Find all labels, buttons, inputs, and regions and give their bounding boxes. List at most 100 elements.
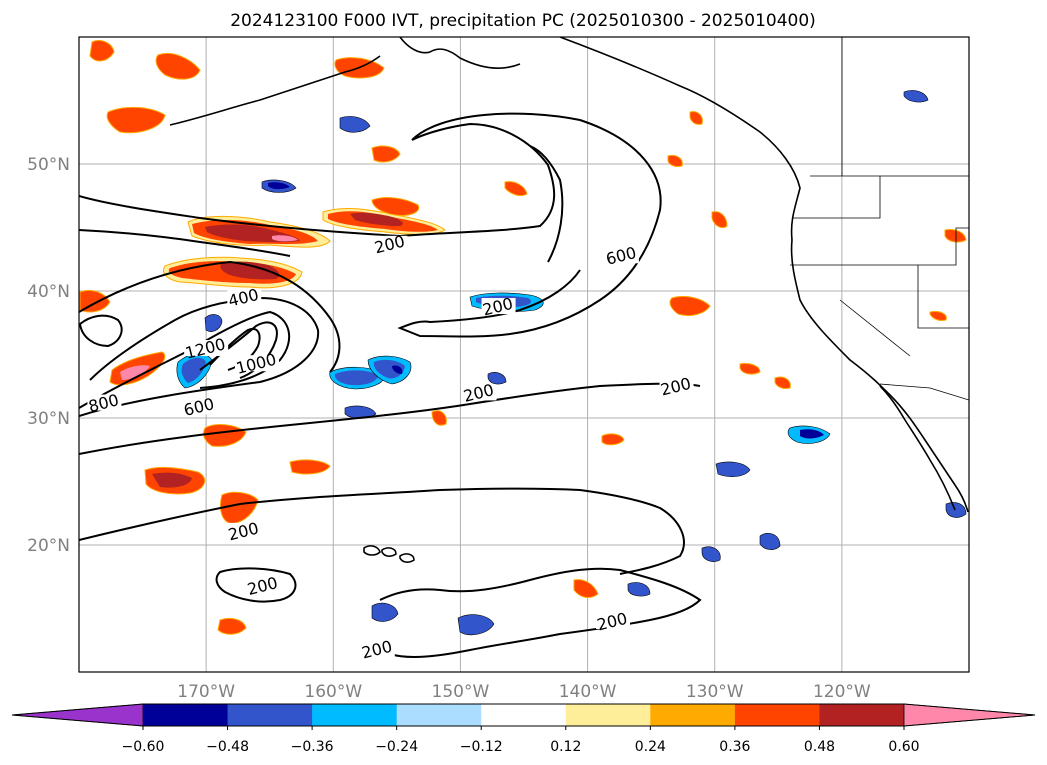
colorbar-tick-label: −0.12: [460, 739, 503, 755]
coastlines: [169, 37, 969, 563]
precip-blob-positive: [89, 39, 115, 62]
map-frame: [78, 36, 970, 673]
precip-blob-positive: [669, 295, 711, 317]
ivt-contour-200: [79, 314, 123, 348]
colorbar-tick-label: 0.24: [635, 739, 666, 755]
lon-label: 160°W: [304, 682, 362, 702]
colorbar-tick-label: 0.60: [888, 739, 919, 755]
precip-blob-negative: [339, 116, 371, 133]
colorbar-extend-high: [903, 703, 1036, 727]
precip-blob-positive: [689, 111, 703, 125]
na-west-coastline: [559, 37, 969, 513]
colorbar-segment: [565, 704, 651, 726]
precip-blob-negative: [204, 314, 223, 332]
contour-label-bg: [659, 378, 694, 395]
ivt-contour-200: [379, 567, 702, 658]
precip-blob-positive: [667, 155, 683, 167]
contour-label-bg: [182, 398, 217, 415]
precip-blob-negative: [800, 429, 824, 439]
ivt-contour-200: [215, 567, 297, 603]
precip-blob-negative: [701, 546, 721, 562]
contour-label-bg: [596, 613, 630, 630]
precip-blob-positive: [217, 617, 247, 635]
contour-label-bg: [373, 235, 408, 252]
colorbar: −0.60 −0.48 −0.36 −0.24 −0.12 0.12 0.24 0.36 0.4…: [11, 703, 1036, 755]
colorbar-tick-label: 0.36: [719, 739, 750, 755]
precip-blob-negative: [371, 602, 399, 622]
lon-label: 130°W: [686, 682, 744, 702]
ivt-contour-400: [79, 260, 341, 373]
lat-label: 30°N: [27, 409, 70, 429]
us-mexico-border: [879, 383, 969, 401]
precip-blob-positive: [774, 376, 791, 389]
lon-label: 170°W: [177, 682, 235, 702]
contour-label-bg: [360, 640, 395, 657]
colorbar-tick-label: −0.36: [291, 739, 334, 755]
baja-coastline: [879, 385, 956, 511]
colorbar-segment: [143, 704, 229, 726]
contour-label-bg: [87, 394, 122, 411]
ivt-contour-200: [79, 229, 291, 257]
colorbar-segment: [481, 704, 567, 726]
lon-label: 120°W: [813, 682, 871, 702]
contour-label-bg: [235, 355, 279, 372]
ivt-contour-600: [529, 145, 564, 263]
alaska-coastline: [399, 37, 521, 70]
precip-blob-negative: [344, 405, 377, 419]
precip-blob-negative: [715, 461, 751, 477]
precip-blob-positive: [601, 433, 625, 446]
contour-label-bg: [227, 289, 262, 306]
precip-blob-negative: [945, 502, 967, 518]
precip-blob-positive: [272, 235, 298, 242]
lon-label: 150°W: [432, 682, 490, 702]
colorbar-segment: [312, 704, 398, 726]
map-title: 2024123100 F000 IVT, precipitation PC (2…: [230, 11, 816, 31]
colorbar-tick-label: 0.12: [550, 739, 581, 755]
precip-blob-negative: [373, 359, 405, 379]
colorbar-tick-label: 0.48: [804, 739, 835, 755]
state-borders: [790, 37, 969, 401]
precip-blob-positive: [155, 53, 201, 80]
precip-blob-negative: [627, 582, 651, 597]
contour-label-bg: [227, 522, 262, 539]
state-border: [790, 227, 969, 266]
lat-label: 40°N: [27, 282, 70, 302]
lon-label: 140°W: [559, 682, 617, 702]
precip-blob-positive: [371, 145, 401, 163]
colorbar-extend-low: [11, 703, 144, 727]
ivt-contour-600: [79, 296, 320, 417]
colorbar-tick-label: −0.48: [206, 739, 249, 755]
alaska-coastline: [169, 55, 381, 126]
ivt-contour-200: [79, 487, 685, 575]
precip-blob-positive: [711, 211, 728, 229]
precip-blob-negative: [334, 370, 378, 386]
precip-blob-positive: [929, 311, 947, 321]
colorbar-segment: [396, 704, 482, 726]
precip-blob-negative: [759, 533, 781, 550]
state-border: [917, 265, 969, 329]
negative-precip-blobs: [176, 90, 967, 636]
colorbar-tick-label: −0.60: [122, 739, 165, 755]
precip-blob-negative: [392, 365, 403, 374]
precip-blob-positive: [431, 410, 447, 426]
hawaii-islands: [363, 545, 415, 563]
contour-label-bg: [184, 339, 229, 356]
precip-blob-negative: [457, 614, 495, 636]
colorbar-segment: [734, 704, 820, 726]
precip-blob-positive: [371, 197, 420, 216]
lat-label: 50°N: [27, 155, 70, 175]
precip-blob-positive: [106, 107, 166, 134]
contour-label-bg: [481, 298, 516, 315]
precip-blob-positive: [944, 229, 967, 243]
precip-blob-negative: [268, 182, 290, 190]
precip-blob-positive: [350, 212, 403, 226]
contour-label-bg: [604, 247, 639, 264]
colorbar-segment: [819, 704, 905, 726]
precip-blob-positive: [220, 261, 280, 280]
precip-blob-positive: [573, 579, 599, 598]
precip-blob-negative: [903, 90, 929, 103]
colorbar-segment: [227, 704, 313, 726]
state-border: [792, 176, 881, 219]
precip-blob-positive: [152, 472, 192, 488]
